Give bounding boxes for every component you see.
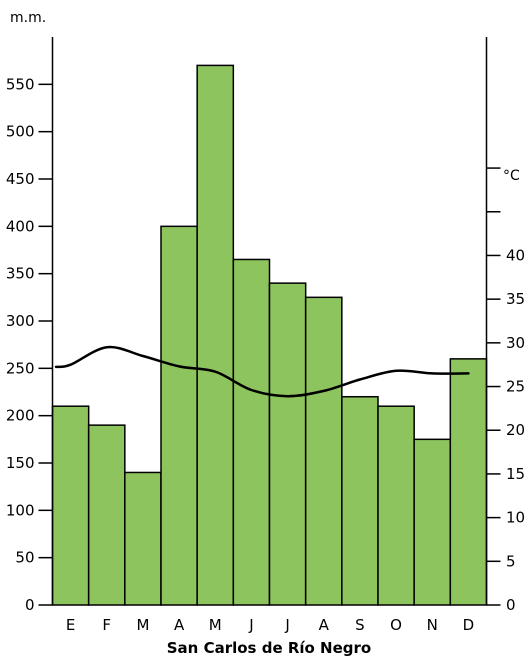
left-tick-label-250: 250 xyxy=(6,359,35,377)
right-tick-label-15: 15 xyxy=(506,465,525,483)
chart-axes xyxy=(38,37,501,606)
left-tick-label-450: 450 xyxy=(6,170,35,188)
bar-5 xyxy=(196,64,235,606)
right-tick-label-10: 10 xyxy=(506,509,525,527)
left-tick-label-350: 350 xyxy=(6,265,35,283)
x-tick-label-3: M xyxy=(136,616,149,634)
x-tick-label-6: J xyxy=(248,616,253,634)
right-tick-label-40: 40 xyxy=(506,246,525,264)
right-tick-label-5: 5 xyxy=(506,552,516,570)
precipitation-bars xyxy=(51,64,488,606)
right-tick-label-30: 30 xyxy=(506,334,525,352)
x-tick-label-2: F xyxy=(102,616,111,634)
x-tick-label-11: N xyxy=(427,616,438,634)
left-tick-label-400: 400 xyxy=(6,217,35,235)
x-tick-label-1: E xyxy=(66,616,75,634)
left-tick-label-550: 550 xyxy=(6,75,35,93)
right-tick-label-20: 20 xyxy=(506,421,525,439)
bar-1 xyxy=(51,405,90,606)
bar-8 xyxy=(304,296,343,606)
bar-2 xyxy=(87,424,126,606)
right-tick-label-35: 35 xyxy=(506,290,525,308)
bar-11 xyxy=(413,438,452,606)
x-tick-label-4: A xyxy=(174,616,185,634)
bar-7 xyxy=(268,282,307,606)
left-tick-label-100: 100 xyxy=(6,501,35,519)
bar-10 xyxy=(377,405,415,606)
bar-9 xyxy=(341,395,379,606)
bar-3 xyxy=(124,471,162,606)
left-axis-unit-label: m.m. xyxy=(10,10,46,26)
x-tick-label-8: A xyxy=(319,616,330,634)
x-tick-label-12: D xyxy=(463,616,475,634)
left-tick-label-150: 150 xyxy=(6,454,35,472)
chart-labels: m.m. °C San Carlos de Río Negro 05010015… xyxy=(6,10,525,657)
left-tick-label-50: 50 xyxy=(15,549,34,567)
bar-12 xyxy=(449,358,488,606)
x-tick-label-10: O xyxy=(390,616,402,634)
bar-6 xyxy=(232,258,271,606)
right-tick-label-25: 25 xyxy=(506,378,525,396)
left-tick-label-200: 200 xyxy=(6,407,35,425)
bar-4 xyxy=(160,225,198,606)
left-tick-label-500: 500 xyxy=(6,123,35,141)
chart-title: San Carlos de Río Negro xyxy=(167,639,371,657)
right-axis-unit-label: °C xyxy=(503,168,520,184)
left-tick-label-300: 300 xyxy=(6,312,35,330)
left-tick-label-0: 0 xyxy=(25,596,35,614)
temperature-series xyxy=(54,345,470,398)
x-tick-label-7: J xyxy=(284,616,289,634)
temperature-line xyxy=(54,345,470,398)
x-tick-label-9: S xyxy=(355,616,365,634)
right-tick-label-0: 0 xyxy=(506,596,516,614)
x-tick-label-5: M xyxy=(209,616,222,634)
